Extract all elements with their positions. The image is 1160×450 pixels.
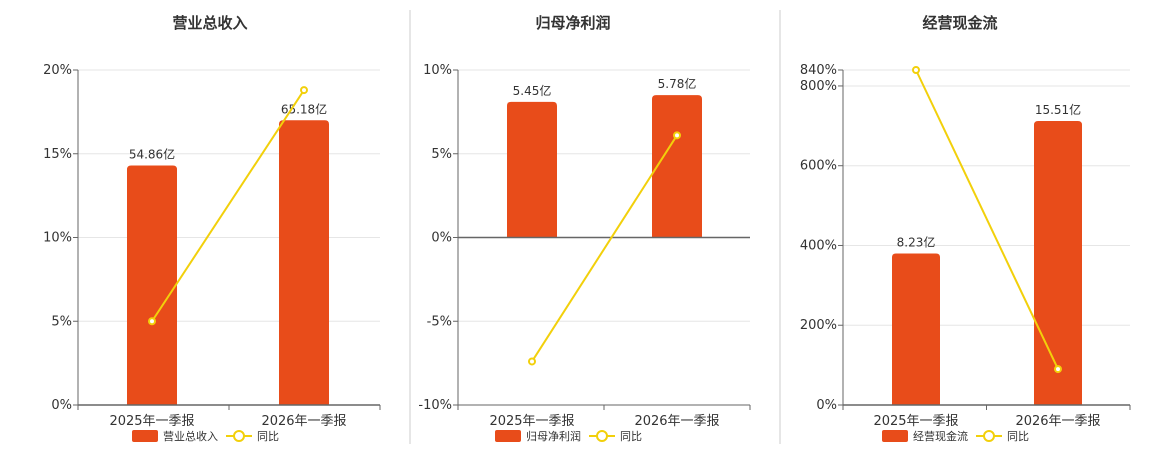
- y-tick-label: 800%: [800, 79, 837, 94]
- y-tick-label: -10%: [418, 398, 452, 413]
- bar-2: [652, 95, 702, 238]
- yoy-point-1: [148, 317, 156, 326]
- x-tick-label: 2025年一季报: [109, 414, 194, 429]
- bar-data-label: 54.86亿: [129, 146, 175, 161]
- y-tick-label: 5%: [431, 147, 452, 162]
- yoy-point-2: [300, 86, 308, 95]
- y-tick-label: -5%: [427, 314, 452, 329]
- bar-2: [279, 120, 329, 405]
- bar-data-label: 5.78亿: [658, 76, 697, 91]
- bar-2: [1034, 121, 1082, 406]
- bar-data-label: 15.51亿: [1035, 102, 1081, 117]
- yoy-line: [151, 89, 305, 322]
- yoy-line: [915, 69, 1059, 370]
- legend-bar-swatch: [495, 430, 521, 442]
- x-tick-label: 2026年一季报: [634, 414, 719, 429]
- yoy-point-2: [673, 131, 681, 140]
- y-tick-label: 200%: [800, 318, 837, 333]
- yoy-point-1: [912, 66, 920, 74]
- chart-panel-3: 经营现金流 0% 200% 400% 600% 800%840% 8.23亿 15.51亿 20…: [800, 14, 1131, 443]
- y-tick-label: 400%: [800, 238, 837, 253]
- legend-line-label: 同比: [1007, 430, 1029, 443]
- legend-bar-label: 经营现金流: [913, 429, 968, 443]
- x-tick-label: 2025年一季报: [873, 414, 958, 429]
- x-tick-label: 2025年一季报: [489, 414, 574, 429]
- y-tick-label: 10%: [43, 231, 72, 246]
- legend-bar-label: 归母净利润: [526, 429, 581, 443]
- legend-bar-label: 营业总收入: [163, 429, 218, 443]
- yoy-point-2: [1054, 365, 1062, 374]
- chart-title: 经营现金流: [922, 14, 997, 32]
- y-tick-label: 840%: [800, 63, 837, 78]
- chart-panel-2: 归母净利润 -10% -5% 0% 5% 10% 5.45亿 5.78亿 2025年一季报 202…: [418, 14, 751, 443]
- legend-line-label: 同比: [257, 430, 279, 443]
- legend-line-label: 同比: [620, 430, 642, 443]
- x-tick-label: 2026年一季报: [1015, 414, 1100, 429]
- yoy-point-1: [528, 357, 536, 366]
- chart-title: 归母净利润: [535, 14, 610, 32]
- bar-1: [127, 165, 177, 405]
- legend-line-marker: [596, 430, 608, 442]
- y-tick-label: 0%: [816, 398, 837, 413]
- legend-line-marker: [233, 430, 245, 442]
- bar-data-label: 65.18亿: [281, 101, 327, 116]
- legend-bar-swatch: [882, 430, 908, 442]
- yoy-line: [531, 134, 678, 362]
- y-tick-label: 0%: [51, 398, 72, 413]
- y-tick-label: 600%: [800, 159, 837, 174]
- x-tick-label: 2026年一季报: [261, 414, 346, 429]
- y-tick-label: 15%: [43, 147, 72, 162]
- legend-line-marker: [983, 430, 995, 442]
- chart-title: 营业总收入: [172, 14, 247, 32]
- y-tick-label: 0%: [431, 231, 452, 246]
- y-tick-label: 5%: [51, 314, 72, 329]
- y-tick-label: 20%: [43, 63, 72, 78]
- y-tick-label: 10%: [423, 63, 452, 78]
- bar-1: [507, 101, 557, 238]
- bar-data-label: 8.23亿: [897, 234, 936, 249]
- bar-data-label: 5.45亿: [513, 83, 552, 98]
- legend-bar-swatch: [132, 430, 158, 442]
- bar-1: [892, 253, 940, 405]
- chart-panel-1: 营业总收入 0% 5% 10% 15% 20% 54.86亿 65.18亿 2025年一季报 20…: [43, 14, 381, 443]
